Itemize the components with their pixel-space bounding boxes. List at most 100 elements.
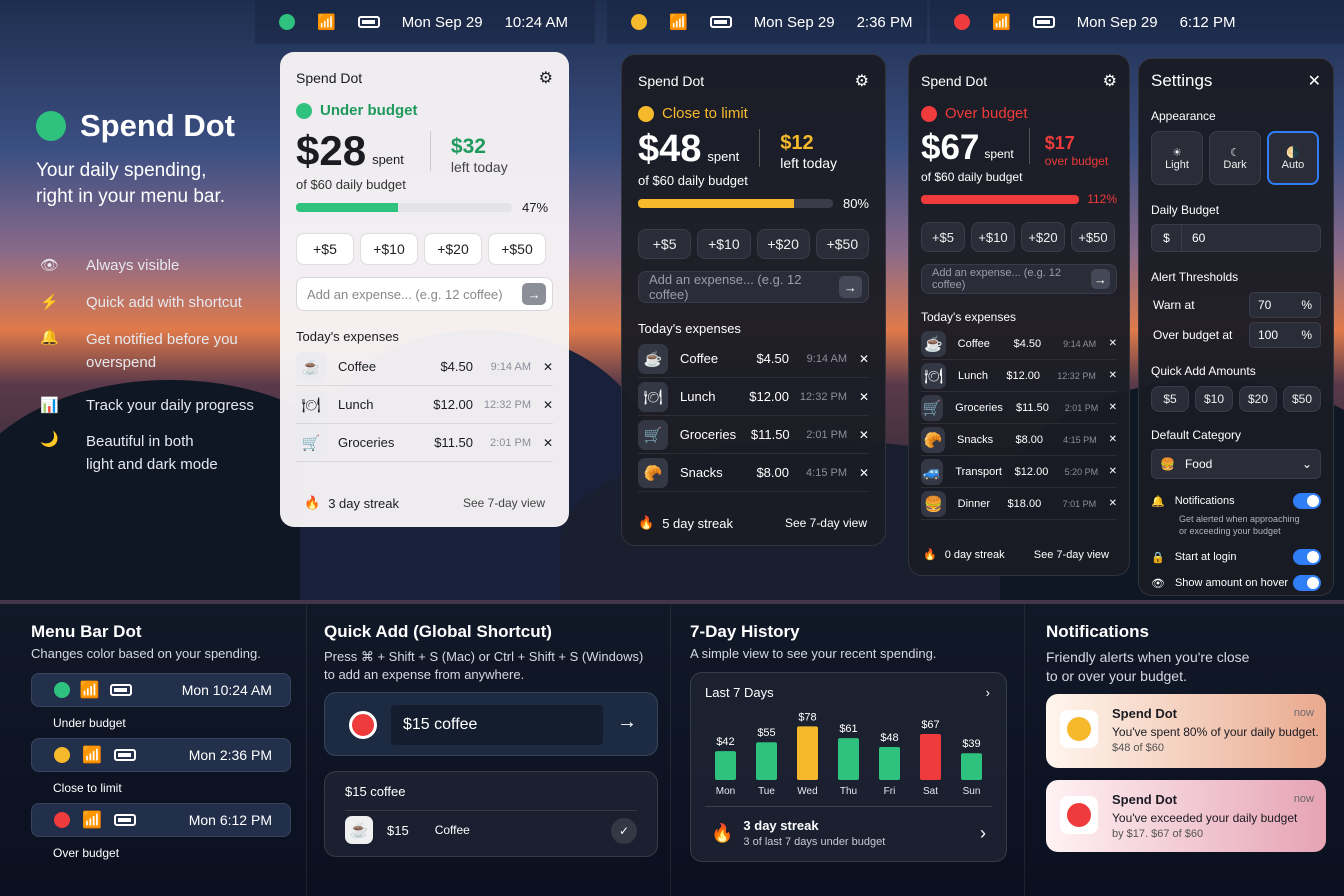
remove-icon[interactable]: ✕ (858, 351, 869, 366)
mode-dark-button[interactable]: ☾ Dark (1209, 131, 1261, 185)
expense-icon: ☕ (638, 343, 668, 374)
remove-icon[interactable]: ✕ (542, 435, 553, 450)
expense-input[interactable]: Add an expense... (e.g. 12 coffee) → (921, 264, 1117, 294)
category-select[interactable]: 🍔 Food ⌄ (1151, 449, 1321, 479)
streak-label: 3 day streak (743, 818, 819, 833)
mode-light-button[interactable]: ☀ Light (1151, 131, 1203, 185)
battery-icon (109, 684, 132, 696)
quick-add-button[interactable]: +$50 (815, 229, 869, 259)
section-desc: Changes color based on your spending. (31, 646, 261, 661)
progress-bar (296, 203, 512, 212)
remove-icon[interactable]: ✕ (1108, 370, 1117, 381)
quick-add-button[interactable]: +$5 (638, 229, 692, 259)
bar-wed (797, 726, 818, 780)
quick-amount-field[interactable]: $5 (1151, 386, 1189, 412)
chevron-right-icon[interactable]: › (985, 685, 990, 700)
status-dot[interactable] (954, 14, 970, 30)
quick-add-input[interactable]: $15 coffee (391, 705, 603, 745)
remove-icon[interactable]: ✕ (1108, 498, 1117, 509)
login-toggle[interactable] (1293, 549, 1321, 565)
chevron-down-icon: ⌄ (1301, 457, 1312, 471)
remove-icon[interactable]: ✕ (1108, 402, 1117, 413)
expense-name: Dinner (957, 497, 991, 510)
gear-icon[interactable]: ⚙ (1102, 73, 1117, 90)
quick-add-button[interactable]: +$5 (921, 222, 965, 252)
notifications-toggle[interactable] (1293, 493, 1321, 509)
quick-amount-field[interactable]: $10 (1195, 386, 1233, 412)
quick-amount-field[interactable]: $50 (1283, 386, 1321, 412)
expense-amount: $11.50 (750, 427, 790, 442)
expense-input[interactable]: Add an expense... (e.g. 12 coffee) → (638, 271, 869, 303)
quick-add-button[interactable]: +$20 (1021, 222, 1065, 252)
expense-name: Lunch (680, 389, 716, 404)
notification-app: Spend Dot (1112, 792, 1177, 807)
submit-arrow-icon[interactable]: → (838, 276, 862, 298)
hover-toggle[interactable] (1293, 575, 1321, 591)
popover-dark-red: Spend Dot ⚙ Over budget $67 spent $17 over… (908, 54, 1130, 576)
expense-name: Coffee (957, 337, 990, 350)
expense-row: 🛒 Groceries $11.50 2:01 PM ✕ (638, 416, 869, 454)
arrow-right-icon[interactable]: → (617, 711, 637, 733)
yellow-dot-icon (1060, 710, 1098, 748)
bar-category-label: Mon (716, 786, 735, 797)
quick-amount-field[interactable]: $20 (1239, 386, 1277, 412)
menu-bar-time: Mon 10:24 AM (181, 682, 272, 698)
remove-icon[interactable]: ✕ (858, 465, 869, 480)
wifi-icon: 📶 (82, 747, 103, 764)
edit-icon[interactable]: ✓ (611, 818, 637, 844)
percent-sign: % (1301, 328, 1312, 342)
feature-text: Get notified before you (86, 331, 238, 348)
quick-add-button[interactable]: +$10 (360, 233, 418, 265)
bar-mon (715, 751, 736, 780)
status-dot[interactable] (279, 14, 295, 30)
week-view-link[interactable]: See 7-day view (784, 516, 867, 530)
remove-icon[interactable]: ✕ (1108, 466, 1117, 477)
budget-value[interactable]: 60 (1192, 231, 1206, 245)
feature-text: Beautiful in both (86, 433, 194, 450)
remove-icon[interactable]: ✕ (542, 359, 553, 374)
remove-icon[interactable]: ✕ (1108, 338, 1117, 349)
quick-add-button[interactable]: +$50 (488, 233, 546, 265)
quick-add-button[interactable]: +$10 (971, 222, 1015, 252)
week-view-link[interactable]: See 7-day view (462, 496, 545, 510)
notification-card[interactable]: Spend Dot now You've spent 80% of your d… (1046, 694, 1326, 768)
status-dot[interactable] (631, 14, 647, 30)
mode-auto-button[interactable]: 🌗 Auto (1267, 131, 1319, 185)
gear-icon[interactable]: ⚙ (854, 73, 869, 90)
warn-field[interactable]: 70% (1249, 292, 1321, 318)
app-name: Spend Dot (296, 70, 363, 86)
remove-icon[interactable]: ✕ (1108, 434, 1117, 445)
remove-icon[interactable]: ✕ (858, 389, 869, 404)
expense-input[interactable]: Add an expense... (e.g. 12 coffee) → (296, 277, 553, 311)
notification-text: by $17. $67 of $60 (1112, 828, 1204, 840)
expense-name: Snacks (957, 433, 994, 446)
streak-label: 5 day streak (662, 515, 734, 531)
left-label: left today (450, 159, 508, 175)
quick-add-button[interactable]: +$20 (756, 229, 810, 259)
history-card: Last 7 Days › $42 Mon $55 Tue $78 Wed $61 Thu $48… (690, 672, 1007, 862)
expense-name: Groceries (955, 401, 1003, 414)
submit-arrow-icon[interactable]: → (1090, 269, 1110, 289)
remove-icon[interactable]: ✕ (542, 397, 553, 412)
quick-add-button[interactable]: +$20 (424, 233, 482, 265)
notification-card[interactable]: Spend Dot now You've exceeded your daily… (1046, 780, 1326, 852)
status-dot (54, 682, 70, 698)
section-quick-add: Quick Add (Global Shortcut) Press ⌘ + Sh… (306, 604, 671, 896)
close-icon[interactable]: ✕ (1307, 73, 1321, 90)
red-dot-icon (1060, 796, 1098, 834)
section-desc: to or over your budget. (1046, 668, 1187, 684)
submit-arrow-icon[interactable]: → (522, 283, 546, 305)
quick-add-button[interactable]: +$50 (1071, 222, 1115, 252)
gear-icon[interactable]: ⚙ (538, 70, 553, 87)
bar-sat (920, 733, 941, 780)
quick-add-button[interactable]: +$10 (697, 229, 751, 259)
budget-field[interactable]: $60 (1151, 224, 1321, 252)
quick-add-button[interactable]: +$5 (296, 233, 354, 265)
expense-row: 🍔 Dinner $18.00 7:01 PM ✕ (921, 488, 1117, 520)
expense-amount: $12.00 (1014, 465, 1049, 478)
remove-icon[interactable]: ✕ (858, 427, 869, 442)
over-field[interactable]: 100% (1249, 322, 1321, 348)
chevron-right-icon[interactable]: › (980, 823, 986, 843)
expense-amount: $11.50 (434, 435, 473, 450)
week-view-link[interactable]: See 7-day view (1033, 548, 1109, 561)
